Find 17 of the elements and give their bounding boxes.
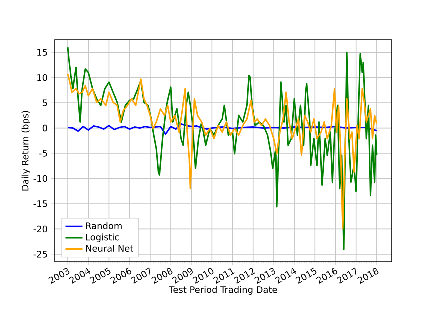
y-tick-label: -5: [39, 150, 48, 157]
legend-label: Random: [86, 222, 122, 230]
y-tick-label: 0: [42, 124, 48, 132]
y-tick-label: -15: [34, 200, 48, 208]
legend-label: Logistic: [86, 234, 120, 242]
line-series: [67, 124, 378, 136]
y-tick-label: -25: [34, 251, 48, 258]
y-tick-label: 5: [42, 100, 48, 106]
line-series: [67, 46, 378, 251]
line-series: [67, 74, 378, 230]
y-axis-title: Daily Return (bps): [22, 111, 30, 191]
legend-label: Neural Net: [86, 245, 134, 252]
x-axis-title: Test Period Trading Date: [169, 286, 278, 295]
y-tick-label: -10: [34, 175, 48, 182]
y-tick-label: 15: [38, 49, 48, 56]
y-tick-label: 10: [38, 74, 48, 82]
y-tick-label: -20: [34, 226, 48, 233]
